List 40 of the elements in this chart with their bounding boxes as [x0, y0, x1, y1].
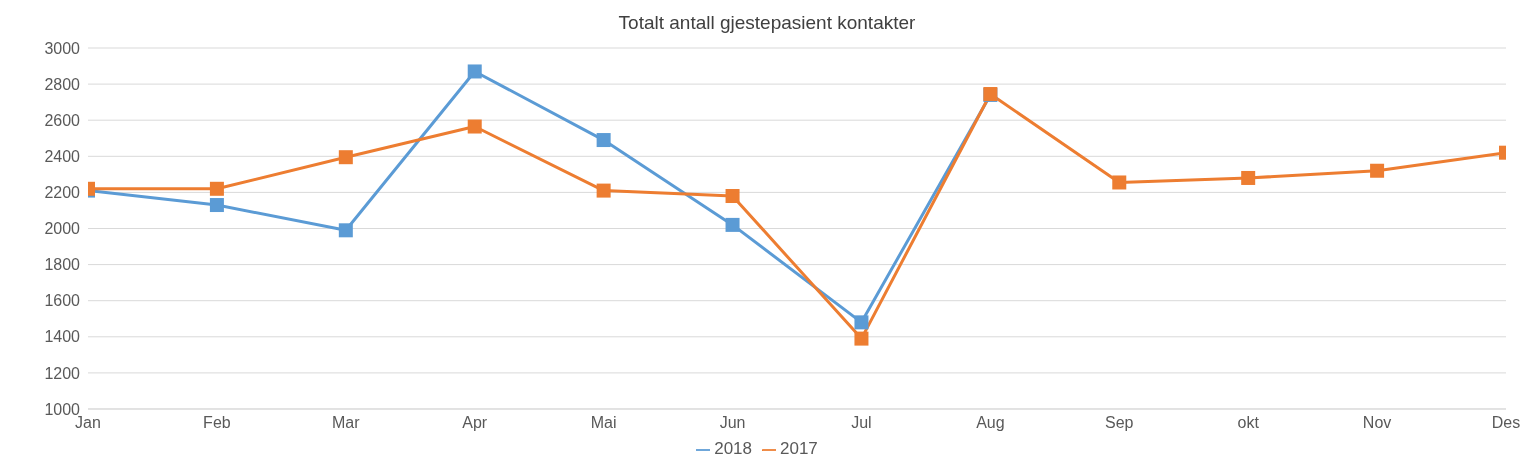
- point: [725, 189, 740, 204]
- x-tick-label: okt: [1237, 414, 1260, 432]
- point: [1241, 170, 1256, 185]
- x-tick-label: Jun: [719, 414, 746, 432]
- point: [1370, 163, 1385, 178]
- point: [854, 331, 869, 346]
- point: [596, 133, 611, 148]
- x-tick-label: Aug: [976, 414, 1005, 432]
- y-tick-label: 1400: [44, 328, 81, 346]
- y-tick-label: 2200: [44, 184, 81, 202]
- y-tick-label: 2400: [44, 147, 81, 165]
- point: [467, 119, 482, 134]
- y-tick-label: 1200: [44, 364, 81, 382]
- legend-label: 2017: [780, 439, 818, 458]
- x-tick-label: Jul: [851, 414, 872, 432]
- y-tick-label: 3000: [44, 39, 81, 57]
- x-tick-label: Feb: [203, 414, 231, 432]
- x-tick-label: Des: [1491, 414, 1521, 432]
- point: [854, 315, 869, 330]
- chart-title: Totalt antall gjestepasient kontakter: [617, 11, 917, 35]
- x-tick-label: Nov: [1362, 414, 1392, 432]
- x-tick-label: Mar: [332, 414, 361, 432]
- point: [338, 223, 353, 238]
- point: [596, 183, 611, 198]
- point: [338, 150, 353, 165]
- point: [725, 217, 740, 232]
- x-tick-label: Apr: [462, 414, 488, 432]
- point: [209, 198, 224, 213]
- y-tick-label: 2600: [44, 111, 81, 129]
- point: [467, 64, 482, 79]
- x-tick-label: Jan: [75, 414, 101, 432]
- x-tick-label: Mai: [590, 414, 617, 432]
- y-tick-label: 2800: [44, 75, 81, 93]
- y-tick-label: 2000: [44, 220, 81, 238]
- y-tick-label: 1600: [44, 292, 81, 310]
- point: [1112, 175, 1127, 190]
- legend-label: 2018: [714, 439, 752, 458]
- point: [209, 181, 224, 196]
- x-tick-label: Sep: [1105, 414, 1134, 432]
- y-tick-label: 1800: [44, 256, 81, 274]
